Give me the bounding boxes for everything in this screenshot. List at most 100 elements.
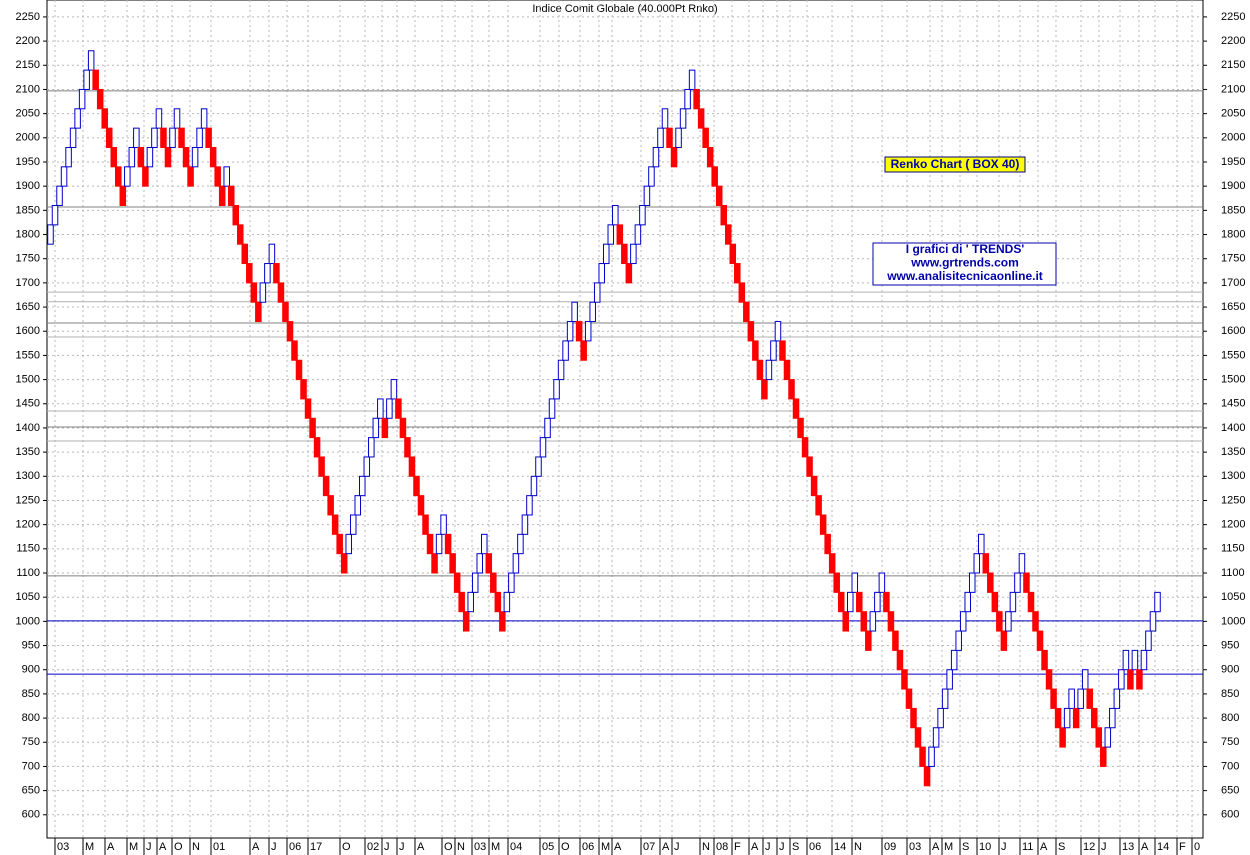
down-brick [137, 146, 145, 168]
down-brick [670, 146, 678, 168]
up-brick [846, 591, 854, 613]
up-brick [264, 263, 271, 284]
x-tick-label: 07 [643, 841, 655, 853]
down-brick [1000, 630, 1008, 651]
down-brick [837, 591, 845, 613]
y-tick-label: 750 [22, 736, 40, 748]
up-brick [155, 108, 163, 129]
y-tick-label: 800 [22, 712, 40, 724]
down-brick [164, 146, 172, 168]
y-tick-label: 1750 [1221, 253, 1245, 265]
down-brick [277, 282, 285, 303]
y-tick-label: 600 [1221, 809, 1239, 821]
x-tick-label: 01 [213, 841, 225, 853]
x-tick-label: S [792, 841, 799, 853]
x-tick-label: J [271, 841, 277, 853]
down-brick [842, 611, 849, 632]
up-brick [503, 591, 511, 613]
down-brick [209, 146, 217, 168]
down-brick [444, 533, 452, 555]
down-brick [1100, 746, 1107, 767]
y-tick-label: 2100 [16, 83, 40, 95]
down-brick [801, 437, 809, 458]
y-tick-label: 800 [1221, 712, 1239, 724]
up-brick [657, 127, 664, 148]
down-brick [422, 514, 429, 535]
up-brick [345, 533, 352, 555]
down-brick [101, 108, 108, 129]
y-tick-label: 650 [1221, 785, 1239, 797]
x-tick-label: F [1179, 841, 1186, 853]
credit-box-bg [872, 242, 1057, 286]
up-brick [223, 166, 230, 187]
down-brick [919, 746, 926, 767]
down-brick [205, 127, 212, 148]
up-brick [530, 475, 538, 497]
y-tick-label: 1550 [16, 349, 40, 361]
up-brick [1077, 688, 1084, 709]
up-brick [268, 243, 276, 265]
up-brick [471, 572, 479, 593]
down-brick [499, 611, 506, 632]
y-tick-label: 700 [22, 760, 40, 772]
x-tick-label: A [1040, 841, 1048, 853]
y-tick-label: 1800 [1221, 228, 1245, 240]
down-brick [300, 379, 307, 400]
up-brick [196, 127, 203, 148]
down-brick [824, 533, 831, 555]
x-tick-label: O [342, 841, 351, 853]
x-tick-label: M [944, 841, 953, 853]
y-tick-label: 2250 [16, 11, 40, 23]
down-brick [860, 611, 868, 632]
x-tick-label: 0 [1194, 841, 1200, 853]
down-brick [761, 379, 768, 400]
down-brick [404, 437, 411, 458]
up-brick [603, 243, 610, 265]
down-brick [1045, 669, 1053, 690]
y-tick-label: 1050 [16, 591, 40, 603]
up-brick [566, 321, 574, 342]
y-tick-label: 1850 [1221, 204, 1245, 216]
down-brick [1086, 688, 1093, 709]
down-brick [295, 359, 303, 381]
down-brick [313, 437, 321, 458]
up-brick [128, 146, 136, 168]
y-tick-label: 1950 [16, 156, 40, 168]
up-brick [512, 553, 520, 574]
up-brick [200, 108, 208, 129]
y-tick-label: 2150 [16, 59, 40, 71]
down-brick [1059, 727, 1066, 748]
up-brick [435, 533, 443, 555]
up-brick [368, 437, 375, 458]
down-brick [580, 340, 587, 361]
down-brick [783, 359, 791, 381]
x-tick-label: 03 [474, 841, 486, 853]
up-brick [517, 533, 524, 555]
down-brick [237, 224, 244, 245]
down-brick [413, 475, 420, 497]
down-brick [833, 572, 840, 593]
x-tick-label: 14 [834, 841, 846, 853]
x-tick-label: O [561, 841, 570, 853]
up-brick [851, 572, 859, 593]
y-tick-label: 1450 [16, 398, 40, 410]
up-brick [78, 88, 86, 110]
up-brick [83, 69, 90, 90]
down-brick [110, 146, 118, 168]
y-tick-label: 2000 [16, 132, 40, 144]
down-brick [318, 456, 325, 477]
plot-area [46, 0, 1204, 839]
y-tick-label: 1850 [16, 204, 40, 216]
up-brick [1149, 611, 1157, 632]
y-tick-label: 2150 [1221, 59, 1245, 71]
up-brick [259, 282, 267, 303]
down-brick [282, 301, 289, 323]
down-brick [395, 398, 402, 419]
up-brick [688, 69, 696, 90]
up-brick [169, 127, 176, 148]
down-brick [575, 321, 583, 342]
y-tick-label: 2200 [16, 35, 40, 47]
down-brick [1050, 688, 1057, 709]
up-brick [1131, 649, 1139, 671]
down-brick [887, 611, 895, 632]
